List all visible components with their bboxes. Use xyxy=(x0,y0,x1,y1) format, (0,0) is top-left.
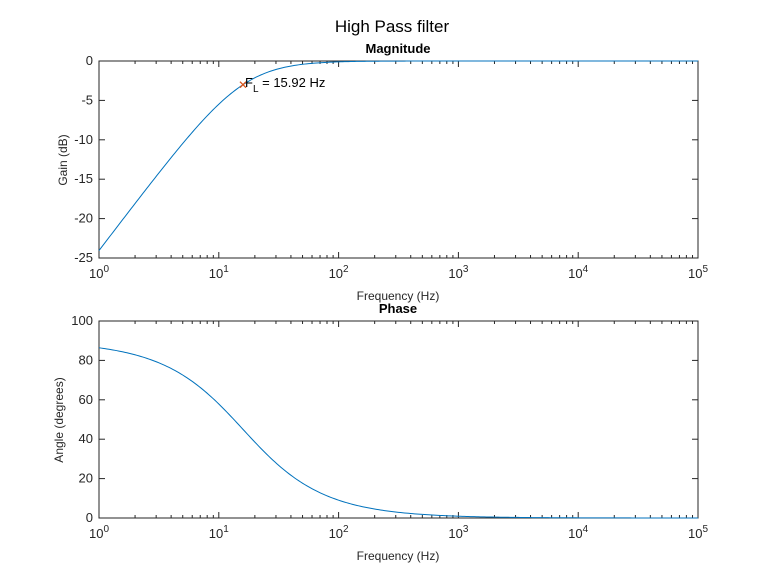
y-tick-label: -20 xyxy=(74,211,93,226)
y-tick-label: 80 xyxy=(79,352,93,367)
magnitude-axes: Magnitude Frequency (Hz) Gain (dB) 100 10… xyxy=(56,41,708,303)
x-tick-label: 104 xyxy=(568,264,588,281)
x-tick-label: 105 xyxy=(688,264,708,281)
magnitude-ylabel: Gain (dB) xyxy=(56,134,70,185)
x-tick-label: 100 xyxy=(89,264,109,281)
magnitude-xlabel: Frequency (Hz) xyxy=(357,289,440,303)
x-tick-label: 101 xyxy=(209,524,229,541)
figure-title: High Pass filter xyxy=(335,17,450,36)
x-tick-label: 102 xyxy=(329,524,349,541)
y-tick-label: -25 xyxy=(74,250,93,265)
series-line xyxy=(98,347,698,519)
phase-title: Phase xyxy=(379,301,417,316)
x-tick-label: 103 xyxy=(448,524,468,541)
x-tick-label: 102 xyxy=(329,264,349,281)
y-tick-label: -10 xyxy=(74,132,93,147)
x-tick-label: 101 xyxy=(209,264,229,281)
y-tick-label: -15 xyxy=(74,171,93,186)
series-line xyxy=(98,60,698,251)
x-tick-label: 100 xyxy=(89,524,109,541)
y-tick-label: 20 xyxy=(79,471,93,486)
y-tick-label: 0 xyxy=(86,53,93,68)
cutoff-annotation-main: F xyxy=(245,75,253,90)
phase-axes: Phase Frequency (Hz) Angle (degrees) 100… xyxy=(52,301,708,563)
phase-xlabel: Frequency (Hz) xyxy=(357,549,440,563)
cutoff-annotation: FL = 15.92 Hz xyxy=(245,75,325,95)
cutoff-marker xyxy=(239,81,247,89)
y-tick-label: 60 xyxy=(79,392,93,407)
cutoff-annotation-rest: = 15.92 Hz xyxy=(259,75,326,90)
x-tick-label: 103 xyxy=(448,264,468,281)
cutoff-annotation-sub: L xyxy=(253,84,259,95)
phase-ylabel: Angle (degrees) xyxy=(52,377,66,462)
y-tick-label: 100 xyxy=(71,313,93,328)
y-tick-label: 40 xyxy=(79,431,93,446)
magnitude-title: Magnitude xyxy=(366,41,431,56)
axes-box xyxy=(98,320,699,519)
x-tick-label: 104 xyxy=(568,524,588,541)
y-tick-label: -5 xyxy=(81,92,93,107)
x-tick-label: 105 xyxy=(688,524,708,541)
y-tick-label: 0 xyxy=(86,510,93,525)
